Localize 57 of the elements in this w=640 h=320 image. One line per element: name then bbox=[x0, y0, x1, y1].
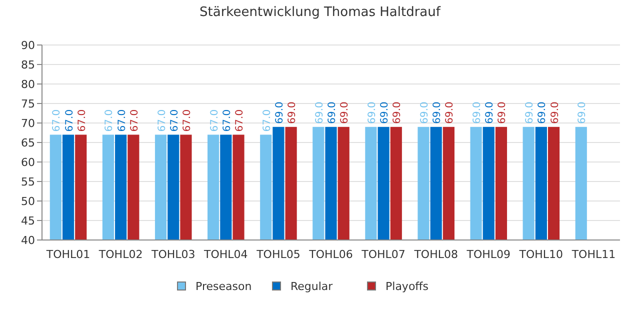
x-tick-label: TOHL09 bbox=[466, 248, 511, 261]
chart-title: Stärkeentwicklung Thomas Haltdrauf bbox=[200, 5, 441, 20]
data-label: 69.0 bbox=[550, 102, 561, 124]
data-label: 69.0 bbox=[577, 102, 588, 124]
data-label: 69.0 bbox=[366, 102, 378, 124]
legend-label: Preseason bbox=[196, 280, 252, 293]
data-label: 67.0 bbox=[104, 109, 116, 132]
x-tick-label: TOHL07 bbox=[360, 248, 406, 261]
y-tick-label: 40 bbox=[21, 234, 35, 247]
data-label: 69.0 bbox=[380, 102, 391, 124]
x-tick-label: TOHL02 bbox=[98, 248, 143, 261]
y-tick-label: 80 bbox=[21, 78, 35, 91]
x-tick-label: TOHL05 bbox=[256, 248, 300, 261]
data-label: 69.0 bbox=[537, 102, 548, 124]
data-label: 69.0 bbox=[340, 102, 351, 124]
data-label: 69.0 bbox=[419, 102, 430, 124]
y-tick-label: 55 bbox=[21, 175, 35, 188]
data-label: 69.0 bbox=[274, 102, 286, 124]
x-tick-label: TOHL04 bbox=[203, 248, 248, 261]
x-tick-label: TOHL06 bbox=[308, 248, 353, 261]
data-label: 67.0 bbox=[129, 109, 140, 132]
x-tick-label: TOHL03 bbox=[150, 248, 196, 261]
x-tick-label: TOHL11 bbox=[570, 248, 616, 261]
y-tick-label: 70 bbox=[21, 116, 35, 130]
y-tick-label: 45 bbox=[21, 214, 35, 228]
legend-label: Playoffs bbox=[386, 280, 429, 293]
data-label: 67.0 bbox=[262, 109, 273, 132]
data-label: 67.0 bbox=[209, 109, 220, 132]
data-label: 69.0 bbox=[444, 102, 456, 124]
y-tick-label: 75 bbox=[21, 97, 35, 110]
data-label: 67.0 bbox=[156, 109, 168, 132]
data-label: 67.0 bbox=[169, 109, 180, 132]
y-tick-label: 90 bbox=[21, 38, 35, 52]
data-label: 67.0 bbox=[116, 109, 128, 132]
data-label: 69.0 bbox=[484, 102, 496, 124]
y-tick-label: 50 bbox=[21, 194, 35, 208]
data-label: 69.0 bbox=[314, 102, 326, 124]
legend-label: Regular bbox=[290, 280, 334, 293]
data-label: 69.0 bbox=[287, 102, 298, 124]
data-label: 69.0 bbox=[497, 102, 508, 124]
data-label: 69.0 bbox=[392, 102, 404, 124]
x-tick-label: TOHL10 bbox=[518, 248, 564, 261]
y-tick-label: 65 bbox=[21, 136, 35, 150]
x-tick-label: TOHL08 bbox=[413, 248, 458, 261]
data-label: 67.0 bbox=[52, 109, 63, 132]
x-tick-label: TOHL01 bbox=[45, 248, 90, 261]
data-label: 67.0 bbox=[234, 109, 246, 132]
y-tick-label: 60 bbox=[21, 156, 35, 169]
y-tick-label: 85 bbox=[21, 58, 35, 72]
data-label: 67.0 bbox=[222, 109, 233, 132]
data-label: 69.0 bbox=[472, 102, 484, 124]
data-label: 67.0 bbox=[64, 109, 76, 132]
data-label: 69.0 bbox=[432, 102, 444, 124]
data-label: 67.0 bbox=[182, 109, 193, 132]
data-label: 67.0 bbox=[76, 109, 88, 132]
data-label: 69.0 bbox=[524, 102, 536, 124]
data-label: 69.0 bbox=[327, 102, 338, 124]
